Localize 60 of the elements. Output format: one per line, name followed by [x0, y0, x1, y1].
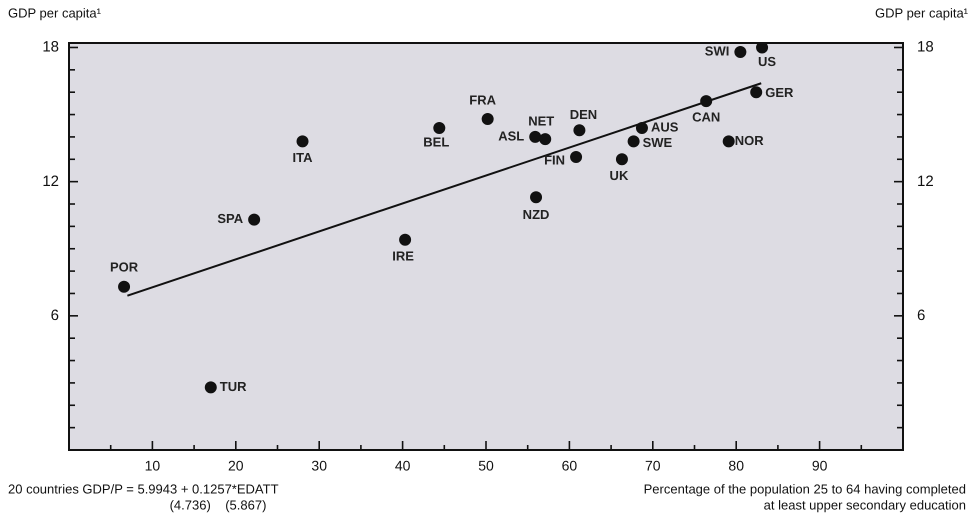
annotation: FIN [544, 152, 566, 168]
point [530, 191, 542, 204]
point [628, 135, 640, 148]
point [734, 46, 746, 58]
annotation: UK [610, 168, 629, 183]
point [750, 86, 762, 98]
point [248, 214, 260, 226]
point [573, 124, 586, 136]
point [482, 113, 494, 126]
x-tick-label: 50 [478, 457, 494, 474]
annotation: GER [765, 84, 794, 100]
annotation: FRA [469, 92, 497, 108]
x-tick-label: 10 [144, 457, 160, 474]
y-axis-title: GDP per capita¹ [8, 6, 102, 21]
annotation: SPA [217, 211, 244, 226]
x-tick-label: 40 [394, 457, 411, 474]
y2-tick-label: 12 [917, 172, 934, 190]
text: 20 countries GDP/P = 5.9943 + 0.1257*EDATT [8, 482, 279, 497]
annotation: SWE [642, 134, 673, 150]
annotation: CAN [692, 110, 720, 125]
x-tick-label: 90 [812, 457, 828, 474]
point [529, 130, 542, 143]
annotation: IRE [392, 248, 414, 264]
y2-axis-title: GDP per capita¹ [875, 6, 969, 21]
annotation: POR [110, 259, 139, 274]
x-tick-label: 60 [562, 457, 578, 474]
point [756, 43, 768, 54]
annotation: US [758, 54, 776, 70]
annotation: BEL [423, 134, 450, 150]
x-tick-label: 80 [728, 457, 744, 474]
x-tick-label: 70 [645, 457, 661, 474]
annotation: TUR [220, 378, 248, 394]
point [296, 135, 309, 148]
annotation: NET [528, 114, 554, 129]
annotation: SWI [704, 44, 730, 59]
point [539, 133, 552, 146]
point [433, 122, 446, 134]
text: (4.736) (5.867) [170, 498, 266, 513]
y2-tick-label: 18 [917, 38, 934, 56]
annotation: ASL [498, 128, 524, 144]
x-tick-label: 30 [311, 457, 328, 474]
x-axis-title: Percentage of the population 25 to 64 having completed at least upper secondary education [644, 482, 966, 513]
annotation: NZD [522, 206, 550, 222]
y2-tick-label: 6 [917, 306, 926, 324]
point [636, 122, 648, 134]
y-tick-label: 12 [42, 172, 59, 190]
annotation: NOR [734, 132, 764, 148]
point [700, 95, 712, 108]
point [204, 381, 217, 394]
point [616, 153, 628, 166]
y-tick-label: 18 [42, 38, 59, 56]
annotation: ITA [292, 150, 314, 165]
x-tick-label: 20 [228, 457, 244, 474]
point [722, 135, 735, 148]
point [570, 151, 582, 164]
y-tick-label: 6 [50, 306, 59, 324]
annotation: AUS [650, 120, 679, 135]
annotation: DEN [570, 106, 598, 122]
point [399, 234, 412, 246]
point [118, 280, 130, 293]
